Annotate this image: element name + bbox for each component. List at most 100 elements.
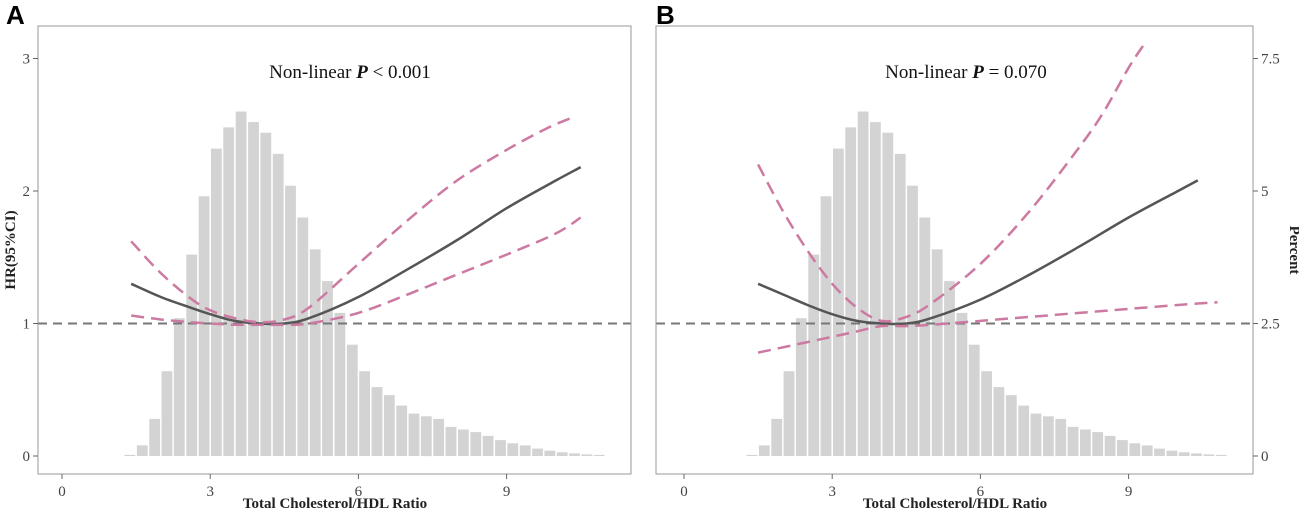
histogram-bar xyxy=(833,148,844,456)
histogram-bar xyxy=(993,387,1005,456)
hr-curve xyxy=(757,179,1199,326)
x-tick-label: 6 xyxy=(977,484,985,500)
histogram-bar xyxy=(845,127,857,457)
histogram-bar xyxy=(507,443,519,456)
histogram-bar xyxy=(1203,454,1215,456)
histogram-bar xyxy=(136,445,148,456)
histogram-bar xyxy=(458,429,469,456)
histogram-bar xyxy=(482,435,494,456)
x-tick-label: 0 xyxy=(58,484,66,500)
panel-a-y-ticks: 0 1 2 3 xyxy=(23,52,38,465)
histogram-bar xyxy=(1005,395,1017,456)
histogram-bar xyxy=(1166,450,1178,456)
panel-a-annotation: Non-linear P < 0.001 xyxy=(269,62,431,83)
histogram-bar xyxy=(981,371,992,456)
panel-b-x-axis-title: Total Cholesterol/HDL Ratio xyxy=(863,496,1047,512)
histogram-bar xyxy=(593,454,605,456)
histogram-bar xyxy=(173,318,185,456)
histogram-bar xyxy=(1117,440,1128,456)
panel-b-right-y-ticks: 0 2.5 5 7.5 xyxy=(1253,52,1280,465)
histogram-bar xyxy=(359,371,370,456)
histogram-bar xyxy=(581,454,593,456)
histogram-bar xyxy=(346,344,358,456)
panel-a-y-axis-title: HR(95%CI) xyxy=(3,210,19,289)
panel-a-x-ticks: 0 3 6 9 xyxy=(58,474,510,500)
histogram-bar xyxy=(223,127,235,457)
x-tick-label: 9 xyxy=(1125,484,1133,500)
histogram-bar xyxy=(334,312,346,456)
x-tick-label: 0 xyxy=(680,484,688,500)
histogram-bar xyxy=(161,371,173,456)
ci-upper-curve xyxy=(130,116,572,324)
histogram-bar xyxy=(445,426,457,456)
x-tick-label: 3 xyxy=(828,484,836,500)
histogram-bar xyxy=(322,281,333,456)
histogram-bar xyxy=(235,111,247,456)
histogram-bar xyxy=(248,122,259,456)
y-tick-label: 2 xyxy=(23,184,31,200)
histogram-bar xyxy=(420,416,432,457)
histogram-bar xyxy=(309,249,321,456)
panel-b-letter: B xyxy=(656,0,675,30)
hr-curve xyxy=(130,166,582,326)
histogram-bar xyxy=(919,217,931,456)
panel-b: B 0 2.5 5 7.5 0 3 6 9 Non-linear P = 0.070 Tot… xyxy=(655,0,1299,512)
histogram-bar xyxy=(149,418,161,456)
panel-a-curves xyxy=(130,116,582,327)
histogram-bar xyxy=(820,196,832,457)
histogram-bar xyxy=(260,132,272,456)
histogram-bar xyxy=(495,440,506,456)
histogram-bar xyxy=(907,185,918,456)
histogram-bar xyxy=(1092,432,1104,456)
panel-b-frame xyxy=(655,25,1254,475)
ci-upper-curve xyxy=(756,44,1145,323)
histogram-bar xyxy=(297,217,309,456)
histogram-bar xyxy=(1178,452,1190,456)
right-tick-label: 0 xyxy=(1261,449,1269,465)
y-tick-label: 0 xyxy=(23,449,31,465)
panel-a-histogram xyxy=(124,111,605,457)
histogram-bar xyxy=(1043,416,1054,457)
histogram-bar xyxy=(956,312,968,456)
histogram-bar xyxy=(124,454,136,456)
panel-b-right-axis-title: Percent xyxy=(1286,226,1299,275)
right-tick-label: 7.5 xyxy=(1261,52,1280,68)
panel-a-x-axis-title: Total Cholesterol/HDL Ratio xyxy=(243,496,427,512)
histogram-bar xyxy=(1055,418,1067,456)
histogram-bar xyxy=(272,153,284,456)
histogram-bar xyxy=(569,453,580,456)
y-tick-label: 1 xyxy=(23,317,31,333)
histogram-bar xyxy=(396,405,408,456)
histogram-bar xyxy=(894,153,906,456)
panel-b-x-ticks: 0 3 6 9 xyxy=(680,474,1132,500)
histogram-bar xyxy=(1129,443,1141,456)
histogram-bar xyxy=(870,122,881,456)
histogram-bar xyxy=(383,395,395,456)
histogram-bar xyxy=(758,445,770,456)
histogram-bar xyxy=(746,454,758,456)
histogram-bar xyxy=(857,111,869,456)
histogram-bar xyxy=(556,452,568,456)
histogram-bar xyxy=(1104,435,1116,456)
histogram-bar xyxy=(1067,426,1079,456)
histogram-bar xyxy=(1018,405,1030,456)
ci-lower-curve xyxy=(131,216,582,327)
panel-a: A 0 1 2 3 0 3 6 9 Non-linear P < 0.001 Total C… xyxy=(3,0,632,512)
panel-a-letter: A xyxy=(6,0,25,30)
histogram-bar xyxy=(808,254,820,456)
x-tick-label: 6 xyxy=(355,484,363,500)
histogram-bar xyxy=(371,387,383,456)
histogram-bar xyxy=(795,318,807,456)
panel-b-curves xyxy=(756,44,1218,354)
histogram-bar xyxy=(408,413,420,456)
panel-a-frame xyxy=(37,25,632,475)
histogram-bar xyxy=(532,448,543,456)
histogram-bar xyxy=(433,418,445,456)
histogram-bar xyxy=(1154,448,1165,456)
histogram-bar xyxy=(1215,454,1227,456)
histogram-bar xyxy=(285,185,296,456)
histogram-bar xyxy=(1141,445,1153,456)
right-tick-label: 5 xyxy=(1261,184,1269,200)
histogram-bar xyxy=(931,249,943,456)
x-tick-label: 9 xyxy=(503,484,511,500)
